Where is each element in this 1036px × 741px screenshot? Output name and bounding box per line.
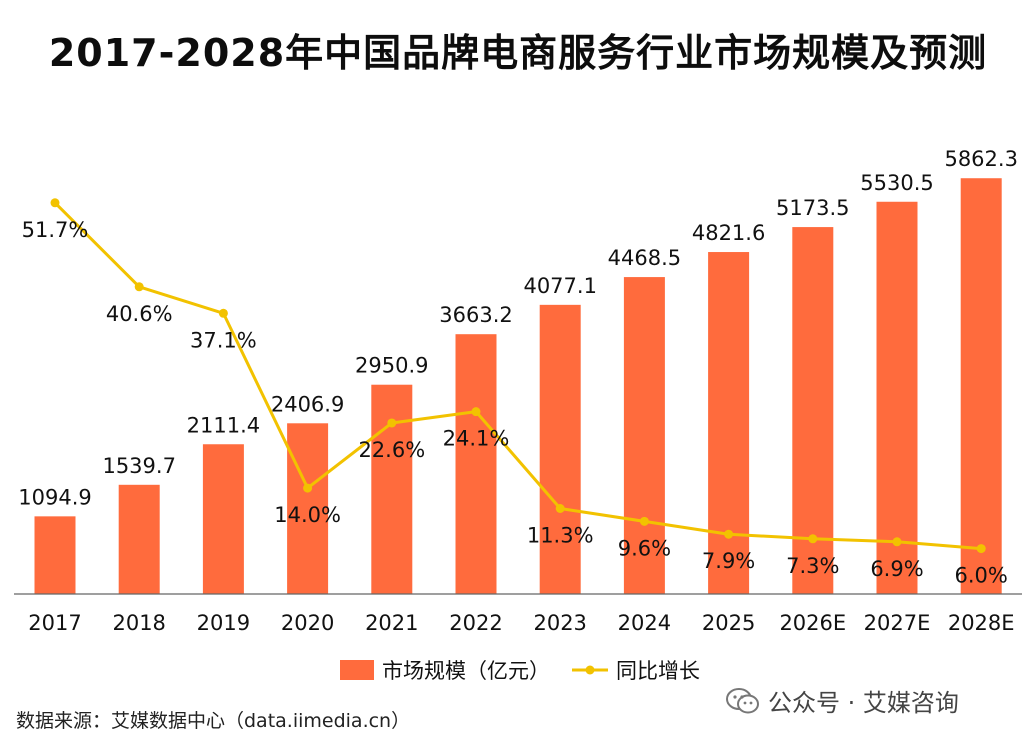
growth-point-2017: [50, 198, 60, 208]
x-tick-2023: 2023: [533, 611, 586, 635]
bar-2018: [118, 484, 160, 594]
legend-label-line: 同比增长: [616, 659, 700, 683]
x-tick-2028E: 2028E: [948, 611, 1015, 635]
bar-2026E: [792, 227, 834, 594]
bar-label-2023: 4077.1: [523, 274, 596, 298]
legend-label-bar: 市场规模（亿元）: [382, 659, 550, 683]
bar-2025: [708, 252, 750, 594]
x-tick-2025: 2025: [702, 611, 755, 635]
line-labels: 51.7% 40.6% 37.1% 14.0% 22.6% 24.1% 11.3% 9.6% 7…: [22, 218, 1008, 588]
growth-point-2023: [555, 503, 565, 513]
growth-label-2028E: 6.0%: [955, 564, 1008, 588]
chart-title: 2017-2028年中国品牌电商服务行业市场规模及预测: [48, 31, 988, 75]
x-tick-2026E: 2026E: [779, 611, 846, 635]
wechat-icon: [726, 687, 759, 713]
x-tick-2024: 2024: [618, 611, 671, 635]
growth-point-2027E: [892, 537, 902, 547]
growth-point-2025: [724, 529, 734, 539]
growth-point-2018: [134, 282, 144, 292]
bar-label-2027E: 5530.5: [860, 171, 933, 195]
x-tick-2021: 2021: [365, 611, 418, 635]
bar-label-2021: 2950.9: [355, 354, 428, 378]
growth-label-2019: 37.1%: [190, 328, 257, 352]
growth-label-2023: 11.3%: [527, 523, 594, 547]
bar-2019: [202, 444, 244, 594]
bar-label-2028E: 5862.3: [944, 147, 1017, 171]
bar-label-2024: 4468.5: [608, 246, 681, 270]
bar-2023: [539, 304, 581, 594]
bar-2022: [455, 334, 497, 594]
growth-label-2026E: 7.3%: [786, 554, 839, 578]
x-tick-labels: 2017 2018 2019 2020 2021 2022 2023 2024 2025 2026…: [28, 611, 1014, 635]
x-tick-2019: 2019: [197, 611, 250, 635]
growth-point-2028E: [976, 544, 986, 554]
bar-2020: [287, 423, 329, 594]
bar-series: [34, 178, 1002, 594]
bar-label-2025: 4821.6: [692, 221, 765, 245]
x-tick-2018: 2018: [112, 611, 165, 635]
growth-point-2020: [303, 483, 313, 493]
growth-point-2022: [471, 407, 481, 417]
growth-label-2017: 51.7%: [22, 218, 89, 242]
x-tick-2027E: 2027E: [864, 611, 931, 635]
bar-label-2022: 3663.2: [439, 303, 512, 327]
growth-label-2020: 14.0%: [274, 503, 341, 527]
bar-2028E: [960, 178, 1002, 594]
bar-label-2019: 2111.4: [187, 413, 260, 437]
bar-labels: 1094.9 1539.7 2111.4 2406.9 2950.9 3663.2 4077…: [18, 147, 1018, 509]
growth-label-2025: 7.9%: [702, 549, 755, 573]
x-tick-2022: 2022: [449, 611, 502, 635]
x-tick-2017: 2017: [28, 611, 81, 635]
bar-2027E: [876, 201, 918, 594]
legend-swatch-marker: [585, 665, 595, 675]
growth-label-2027E: 6.9%: [870, 557, 923, 581]
bar-label-2017: 1094.9: [18, 485, 91, 509]
growth-label-2024: 9.6%: [618, 536, 671, 560]
bar-2021: [371, 384, 413, 594]
bar-label-2018: 1539.7: [102, 454, 175, 478]
growth-label-2022: 24.1%: [443, 427, 510, 451]
watermark: 公众号 · 艾媒咨询: [726, 683, 959, 718]
watermark-text: 公众号 · 艾媒咨询: [768, 689, 959, 717]
source-note: 数据来源：艾媒数据中心（data.iimedia.cn）: [16, 710, 411, 732]
growth-point-2019: [218, 308, 228, 318]
growth-label-2018: 40.6%: [106, 302, 173, 326]
x-tick-2020: 2020: [281, 611, 334, 635]
bar-2017: [34, 516, 76, 594]
growth-point-2021: [387, 418, 397, 428]
bar-label-2020: 2406.9: [271, 392, 344, 416]
growth-line: [53, 201, 982, 551]
legend-swatch-bar: [340, 660, 374, 680]
growth-point-2026E: [808, 534, 818, 544]
bar-label-2026E: 5173.5: [776, 196, 849, 220]
legend: 市场规模（亿元） 同比增长: [340, 659, 700, 683]
bar-2024: [623, 277, 665, 594]
growth-label-2021: 22.6%: [358, 438, 425, 462]
line-series: [50, 198, 986, 554]
growth-point-2024: [639, 516, 649, 526]
